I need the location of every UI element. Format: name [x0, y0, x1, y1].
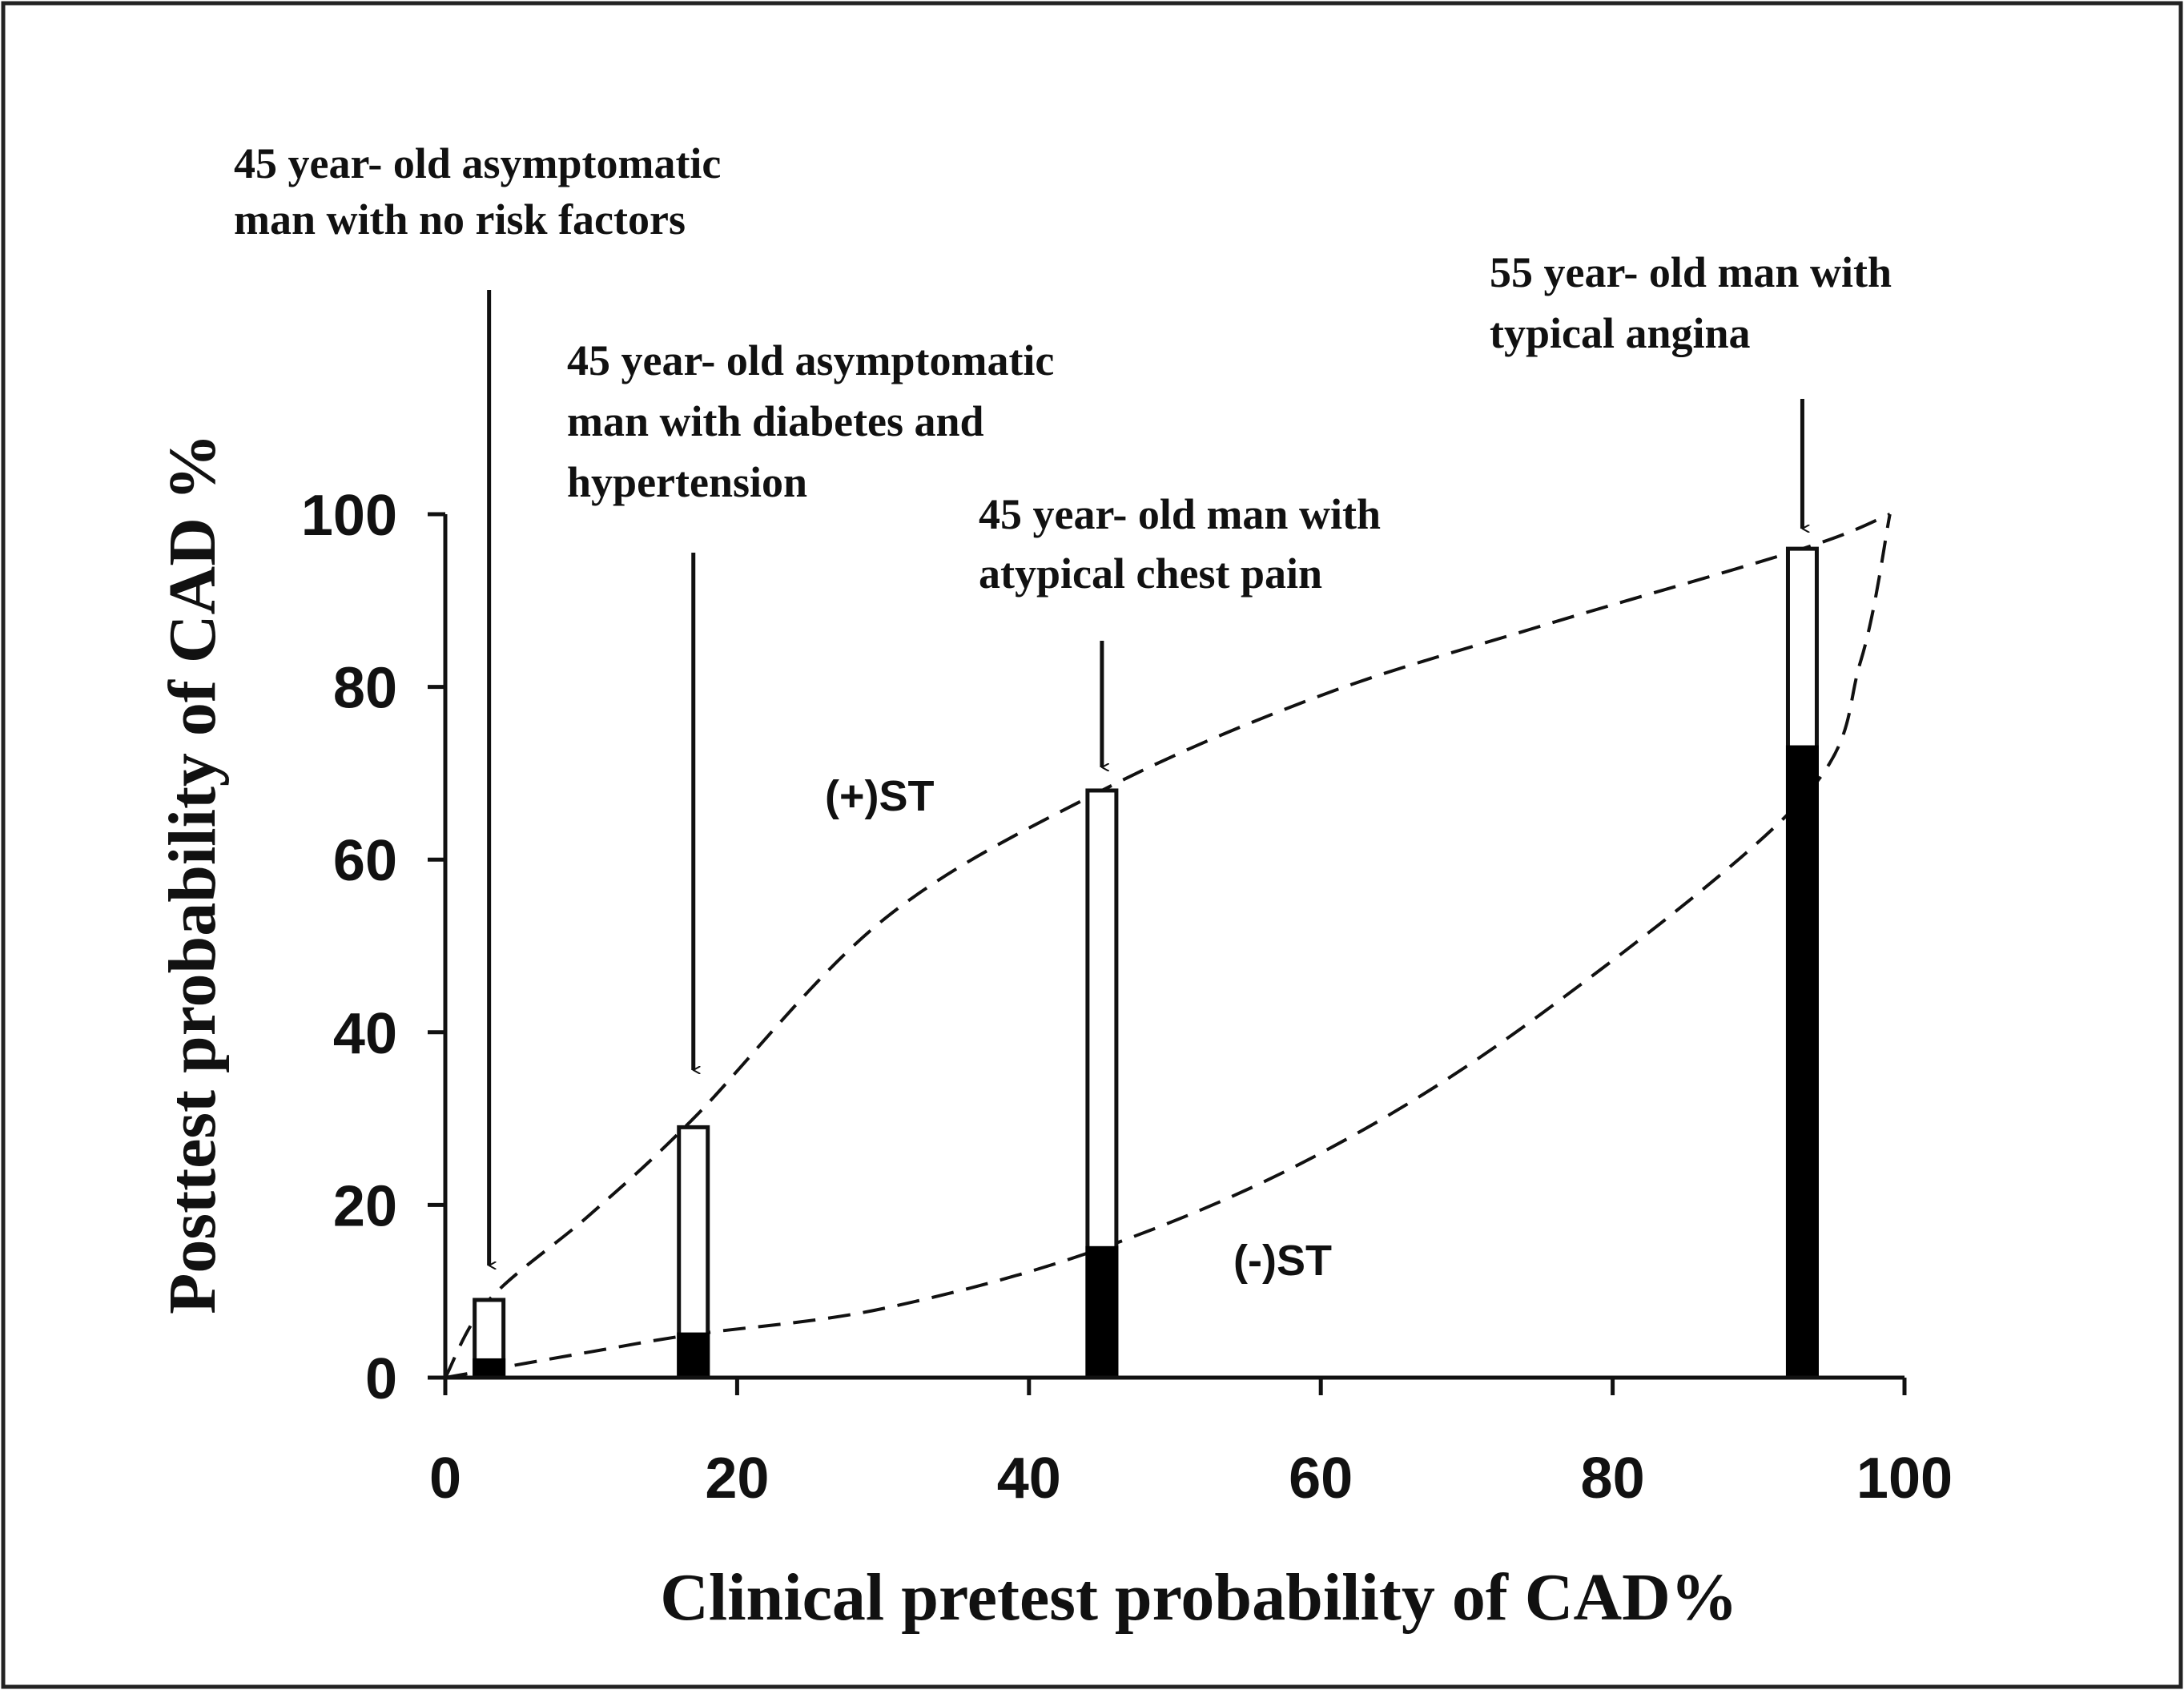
annotation-1-line-2: man with no risk factors — [234, 195, 686, 243]
y-tick-label: 40 — [333, 1002, 397, 1066]
annotation-3-line-2: atypical chest pain — [979, 549, 1322, 598]
annotation-2-line-3: hypertension — [567, 458, 807, 506]
y-tick-label: 0 — [365, 1347, 397, 1411]
bar-negative-2 — [677, 1332, 710, 1380]
y-tick-label: 60 — [333, 829, 397, 893]
y-tick-label: 20 — [333, 1174, 397, 1238]
bar-negative-3 — [1085, 1245, 1119, 1380]
bars-layer — [473, 546, 1819, 1380]
x-axis-title: Clinical pretest probability of CAD% — [660, 1560, 1738, 1635]
arrows-layer — [487, 290, 1803, 1265]
bar-negative-4 — [1785, 745, 1819, 1380]
annotation-3-line-1: 45 year- old man with — [979, 490, 1381, 538]
annotation-2-line-2: man with diabetes and — [567, 397, 984, 445]
negative-st-label: (-)ST — [1233, 1237, 1332, 1285]
annotation-4-line-1: 55 year- old man with — [1490, 248, 1892, 296]
x-tick-label: 100 — [1856, 1447, 1953, 1511]
x-tick-label: 40 — [997, 1447, 1061, 1511]
annotation-1-line-1: 45 year- old asymptomatic — [234, 139, 721, 187]
axes-layer — [428, 512, 1907, 1395]
curves-layer — [444, 513, 1892, 1379]
text-layer: 0 20 40 60 80 100 0 20 40 60 80 100 Clinical pretest… — [155, 139, 1953, 1635]
x-tick-label: 60 — [1289, 1447, 1353, 1511]
annotation-4-line-2: typical angina — [1490, 309, 1751, 357]
y-tick-label: 100 — [301, 484, 397, 548]
positive-st-curve — [444, 513, 1891, 1378]
annotation-2-line-1: 45 year- old asymptomatic — [567, 336, 1054, 384]
y-axis-title: Posttest probability of CAD % — [155, 433, 230, 1314]
x-tick-label: 80 — [1581, 1447, 1645, 1511]
positive-st-label: (+)ST — [825, 772, 935, 820]
x-tick-label: 0 — [429, 1447, 461, 1511]
negative-st-curve — [444, 513, 1892, 1379]
x-tick-label: 20 — [705, 1447, 769, 1511]
bar-negative-1 — [473, 1358, 506, 1380]
y-tick-label: 80 — [333, 657, 397, 721]
